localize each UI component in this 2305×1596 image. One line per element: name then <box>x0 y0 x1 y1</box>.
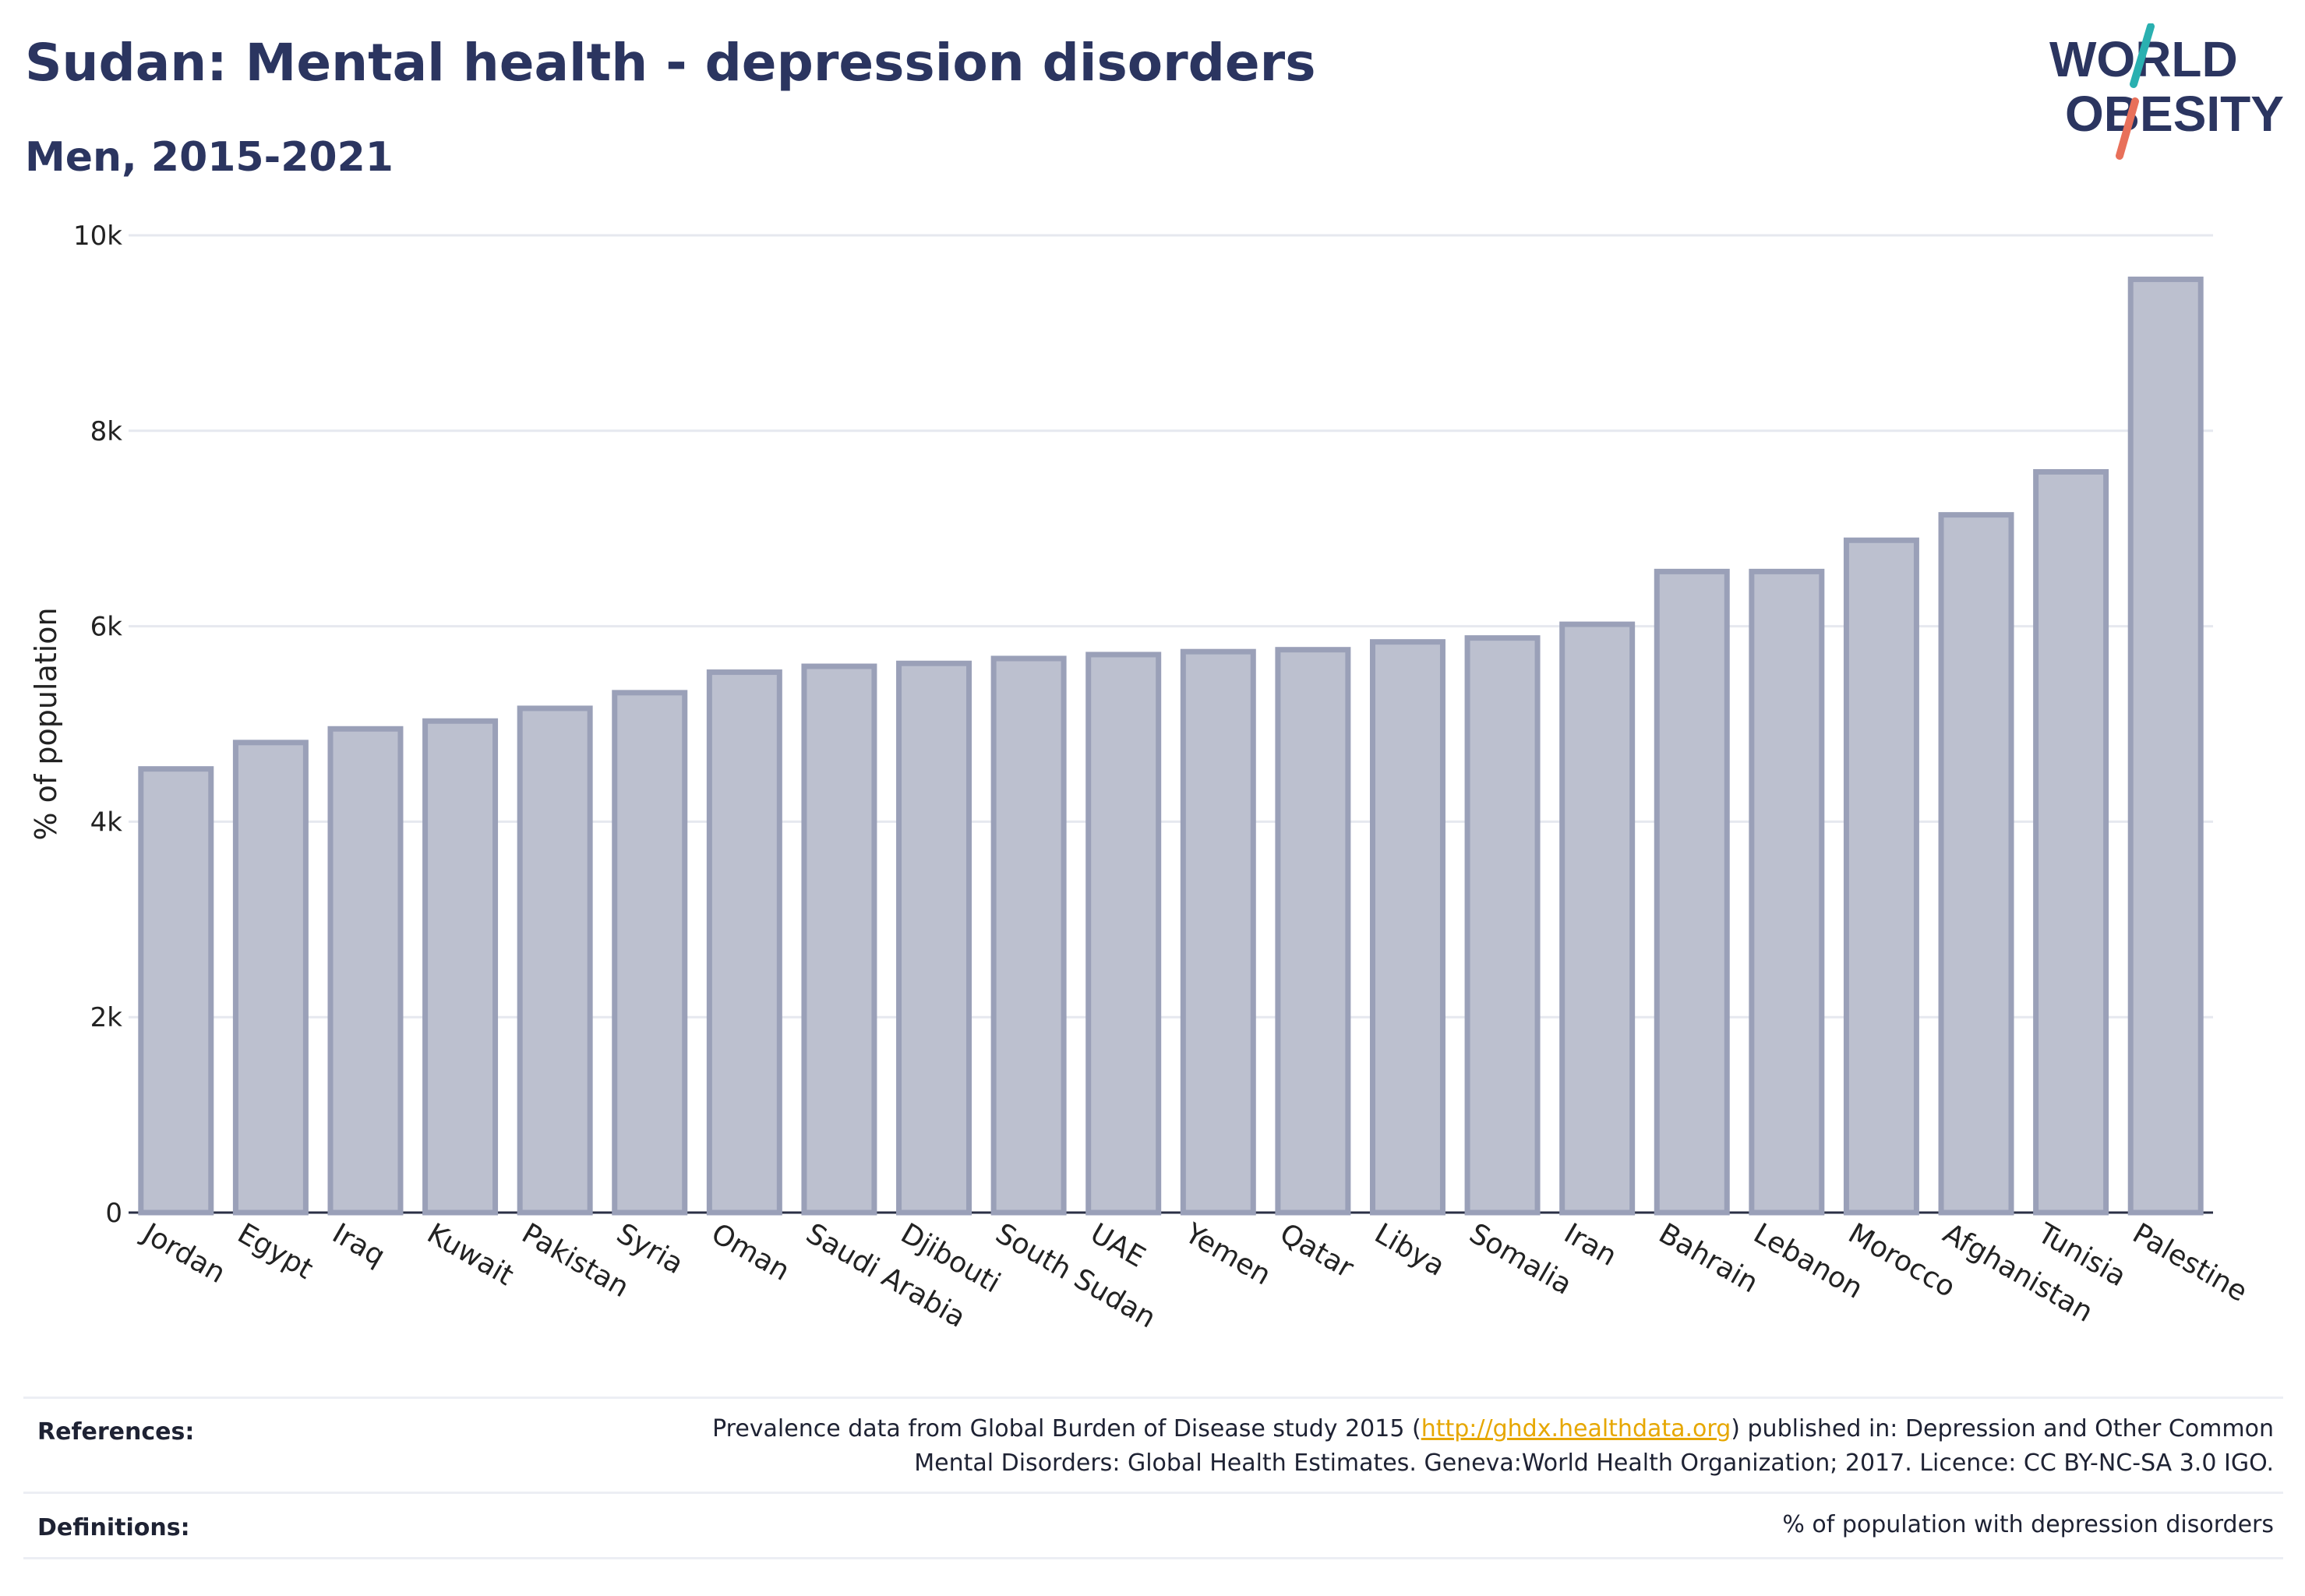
x-tick-label: Saudi Arabia <box>800 1217 970 1334</box>
bar-tunisia[interactable] <box>2033 468 2109 1216</box>
y-axis-title: % of population <box>29 607 63 840</box>
x-tick-label: Libya <box>1369 1217 1450 1283</box>
bar-lebanon[interactable] <box>1749 568 1825 1216</box>
bar-kuwait[interactable] <box>422 718 499 1216</box>
x-tick-label: Iran <box>1558 1217 1622 1273</box>
bar-iran[interactable] <box>1559 621 1636 1216</box>
references-label: References: <box>37 1418 195 1446</box>
y-tick-label: 6k <box>90 612 123 643</box>
bar-south-sudan[interactable] <box>990 655 1067 1216</box>
y-tick-label: 8k <box>90 416 123 447</box>
footer-divider-top <box>23 1396 2283 1399</box>
x-tick-label: Jordan <box>136 1216 231 1290</box>
bar-jordan[interactable] <box>138 766 214 1216</box>
bar-saudi-arabia[interactable] <box>801 663 877 1216</box>
references-link[interactable]: http://ghdx.healthdata.org <box>1421 1415 1731 1442</box>
references-pre: Prevalence data from Global Burden of Di… <box>712 1415 1421 1442</box>
x-tick-label: South Sudan <box>990 1217 1161 1334</box>
definitions-label: Definitions: <box>37 1514 190 1541</box>
y-tick-label: 4k <box>90 807 123 838</box>
references-section: References: Prevalence data from Global … <box>23 1412 2283 1490</box>
x-tick-label: Somalia <box>1464 1217 1577 1301</box>
bars-layer <box>138 276 2204 1216</box>
x-tick-label: Qatar <box>1274 1217 1358 1284</box>
bar-yemen[interactable] <box>1180 648 1256 1216</box>
bar-palestine[interactable] <box>2127 276 2204 1216</box>
bar-qatar[interactable] <box>1275 647 1351 1216</box>
definitions-text: % of population with depression disorder… <box>1782 1511 2274 1538</box>
bar-bahrain[interactable] <box>1654 568 1730 1216</box>
x-tick-label: UAE <box>1085 1217 1150 1273</box>
x-tick-label: Yemen <box>1179 1217 1276 1292</box>
bar-iraq[interactable] <box>327 726 404 1216</box>
bar-oman[interactable] <box>706 669 782 1216</box>
bar-syria[interactable] <box>612 690 688 1216</box>
logo-line-2: OBESITY <box>2065 86 2284 142</box>
x-tick-label: Bahrain <box>1654 1217 1763 1299</box>
y-tick-label: 10k <box>73 221 122 252</box>
y-tick-label: 2k <box>90 1002 123 1033</box>
x-tick-label: Pakistan <box>517 1217 634 1304</box>
bar-morocco[interactable] <box>1843 537 1919 1216</box>
footer-divider-bottom <box>23 1557 2283 1559</box>
logo-slash-coral <box>2116 97 2139 160</box>
x-tick-label: Palestine <box>2127 1217 2253 1308</box>
x-tick-label: Lebanon <box>1748 1217 1868 1305</box>
y-tick-label: 0 <box>105 1198 122 1229</box>
world-obesity-logo: WORLD OBESITY <box>2049 23 2284 160</box>
bar-uae[interactable] <box>1085 651 1162 1216</box>
bar-afghanistan[interactable] <box>1938 512 2014 1216</box>
bar-libya[interactable] <box>1369 639 1445 1216</box>
x-tick-label: Egypt <box>232 1217 318 1285</box>
bar-djibouti[interactable] <box>896 660 972 1216</box>
references-post: ) published in: Depression and Other Com… <box>1731 1415 2274 1442</box>
x-tick-label: Kuwait <box>422 1217 519 1292</box>
x-tick-label: Morocco <box>1843 1217 1961 1304</box>
references-line-2: Mental Disorders: Global Health Estimate… <box>914 1449 2274 1477</box>
logo-slash-teal <box>2130 23 2155 88</box>
bar-pakistan[interactable] <box>517 705 593 1216</box>
bar-somalia[interactable] <box>1464 635 1541 1216</box>
definitions-section: Definitions: % of population with depres… <box>23 1508 2283 1555</box>
chart-subtitle: Men, 2015-2021 <box>25 134 394 181</box>
x-tick-label: Oman <box>706 1217 795 1287</box>
footer-divider-mid <box>23 1492 2283 1494</box>
bar-egypt[interactable] <box>232 740 309 1216</box>
chart-title: Sudan: Mental health - depression disord… <box>25 33 1316 93</box>
x-tick-label: Iraq <box>327 1217 390 1273</box>
references-text: Prevalence data from Global Burden of Di… <box>559 1412 2274 1481</box>
